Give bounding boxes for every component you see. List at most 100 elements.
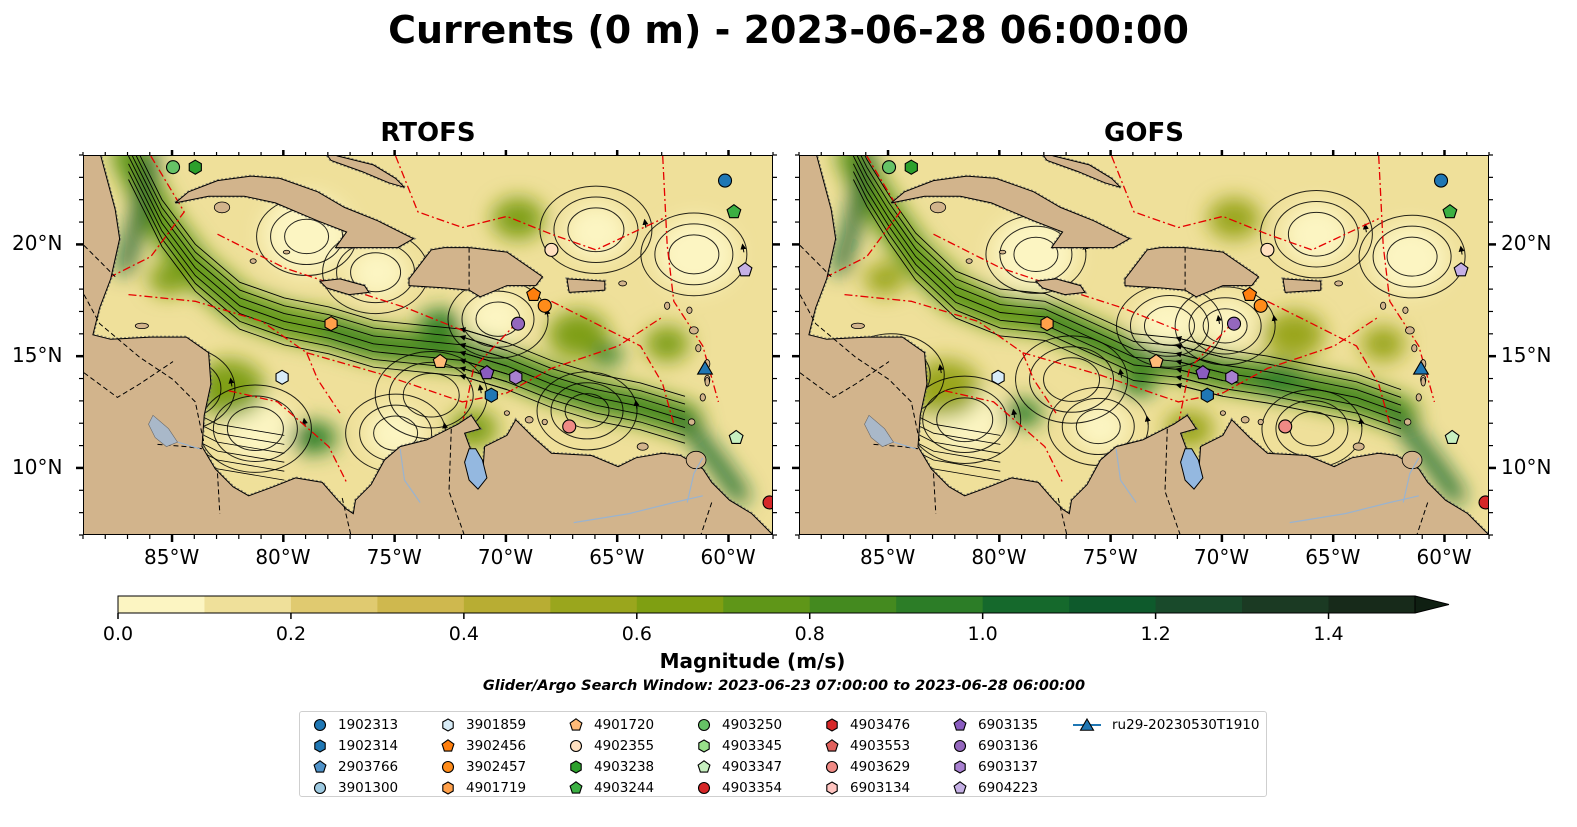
legend-label: 3902457 [466,759,527,775]
legend-label: 4903347 [722,759,783,775]
float-marker-4903629[interactable] [1278,419,1293,434]
legend-marker-hexagon-icon [954,760,966,774]
legend-label: 4902355 [594,738,655,754]
search-window-text: Glider/Argo Search Window: 2023-06-23 07… [482,678,1086,694]
float-marker-1902313[interactable] [1433,173,1449,188]
x-tick-label-1-1: 80°W [971,545,1027,569]
float-marker-4903347[interactable] [1444,429,1460,445]
y-tick-label-1-1: 15°N [1501,343,1552,368]
legend-marker-hexagon-icon [442,781,454,795]
float-marker-1902313[interactable] [717,173,733,188]
colorbar [117,595,1450,619]
float-marker-4903244[interactable] [1442,203,1458,219]
float-marker-4903354[interactable] [1478,495,1489,510]
legend-item-4903476: 4903476 [824,717,910,733]
colorbar-tick-label-0: 0.0 [102,623,134,645]
legend-marker-circle-icon [697,718,711,732]
float-marker-4903250[interactable] [881,160,897,175]
float-marker-1902314[interactable] [1200,387,1214,403]
float-marker-4903238[interactable] [188,159,202,175]
x-tick-label-0-2: 75°W [366,545,422,569]
legend-marker-circle-icon [441,760,455,774]
y-tick-label-1-0: 20°N [1501,231,1552,256]
legend-item-4903345: 4903345 [696,738,782,754]
x-tick-label-0-5: 60°W [700,545,756,569]
legend-item-3902456: 3902456 [440,738,526,754]
float-marker-3901859[interactable] [275,369,289,385]
legend-marker-circle-icon [825,760,839,774]
float-marker-4903244[interactable] [726,203,742,219]
colorbar-label: Magnitude (m/s) [659,649,846,673]
legend-item-4903244: 4903244 [568,780,654,796]
legend-label: 6904223 [978,780,1039,796]
legend-label: 4901720 [594,717,655,733]
float-markers [165,159,773,510]
legend-item-3902457: 3902457 [440,759,526,775]
float-marker-4901719[interactable] [1040,316,1054,332]
legend-item-4903629: 4903629 [824,759,910,775]
float-markers [881,159,1489,510]
land-masses [84,156,772,534]
float-marker-6903137[interactable] [509,369,523,385]
float-marker-4901719[interactable] [324,316,338,332]
legend-label: 4903476 [850,717,911,733]
legend-item-1902314: 1902314 [312,738,398,754]
legend-item-ru29-20230530T1910: ru29-20230530T1910 [1072,717,1259,733]
float-marker-4901720[interactable] [432,353,448,369]
float-marker-4901720[interactable] [1148,353,1164,369]
colorbar-segment-7 [723,596,811,613]
float-marker-1902314[interactable] [484,387,498,403]
float-marker-6903135[interactable] [479,364,495,380]
float-marker-6903136[interactable] [510,316,526,331]
float-marker-6904223[interactable] [737,262,753,277]
legend-marker-hexagon-icon [826,718,838,732]
float-marker-4902355[interactable] [544,242,559,257]
float-marker-6903136[interactable] [1226,316,1242,331]
colorbar-tick-label-6: 1.2 [1140,623,1171,645]
y-tick-label-0-2: 10°N [12,454,63,479]
float-marker-4903629[interactable] [562,419,577,434]
legend-label: 4903354 [722,780,783,796]
legend-item-4901720: 4901720 [568,717,654,733]
legend-marker-pentagon-icon [953,718,967,731]
float-marker-3902457[interactable] [1253,298,1268,313]
legend-marker-pentagon-icon [441,739,455,752]
legend-item-6904223: 6904223 [952,780,1038,796]
colorbar-segment-11 [1069,596,1157,613]
gofs-map[interactable] [799,155,1489,535]
legend-label: 6903135 [978,717,1039,733]
rtofs-map[interactable] [83,155,773,535]
colorbar-segment-1 [204,596,292,613]
legend-item-4903347: 4903347 [696,759,782,775]
legend-label: 3902456 [466,738,527,754]
colorbar-segment-3 [377,596,465,613]
legend-label: 4903250 [722,717,783,733]
legend-item-2903766: 2903766 [312,759,398,775]
float-marker-3901859[interactable] [991,369,1005,385]
float-marker-4903354[interactable] [762,495,773,510]
legend-label: 2903766 [338,759,399,775]
legend-label: 3901859 [466,717,527,733]
eez-boundaries [822,156,1436,483]
legend-label: 4903553 [850,738,911,754]
legend-item-6903137: 6903137 [952,759,1038,775]
float-marker-3902457[interactable] [537,298,552,313]
legend-label: 4903238 [594,759,655,775]
colorbar-segment-4 [463,596,551,613]
float-marker-6903135[interactable] [1195,364,1211,380]
float-marker-6904223[interactable] [1453,262,1469,277]
float-marker-4903250[interactable] [165,160,181,175]
float-marker-3902456[interactable] [526,286,542,301]
colorbar-tick-label-4: 0.8 [794,623,825,645]
colorbar-segment-5 [550,596,638,613]
float-marker-ru29-20230530T1910[interactable] [1412,360,1430,375]
float-marker-4903347[interactable] [728,429,744,445]
legend-marker-circle-icon [569,739,583,753]
legend-marker-hexagon-icon [442,718,454,732]
float-marker-3902456[interactable] [1242,286,1258,301]
float-marker-ru29-20230530T1910[interactable] [696,360,714,375]
float-marker-6903137[interactable] [1225,369,1239,385]
colorbar-segment-6 [636,596,724,613]
float-marker-4902355[interactable] [1260,242,1275,257]
float-marker-4903238[interactable] [904,159,918,175]
